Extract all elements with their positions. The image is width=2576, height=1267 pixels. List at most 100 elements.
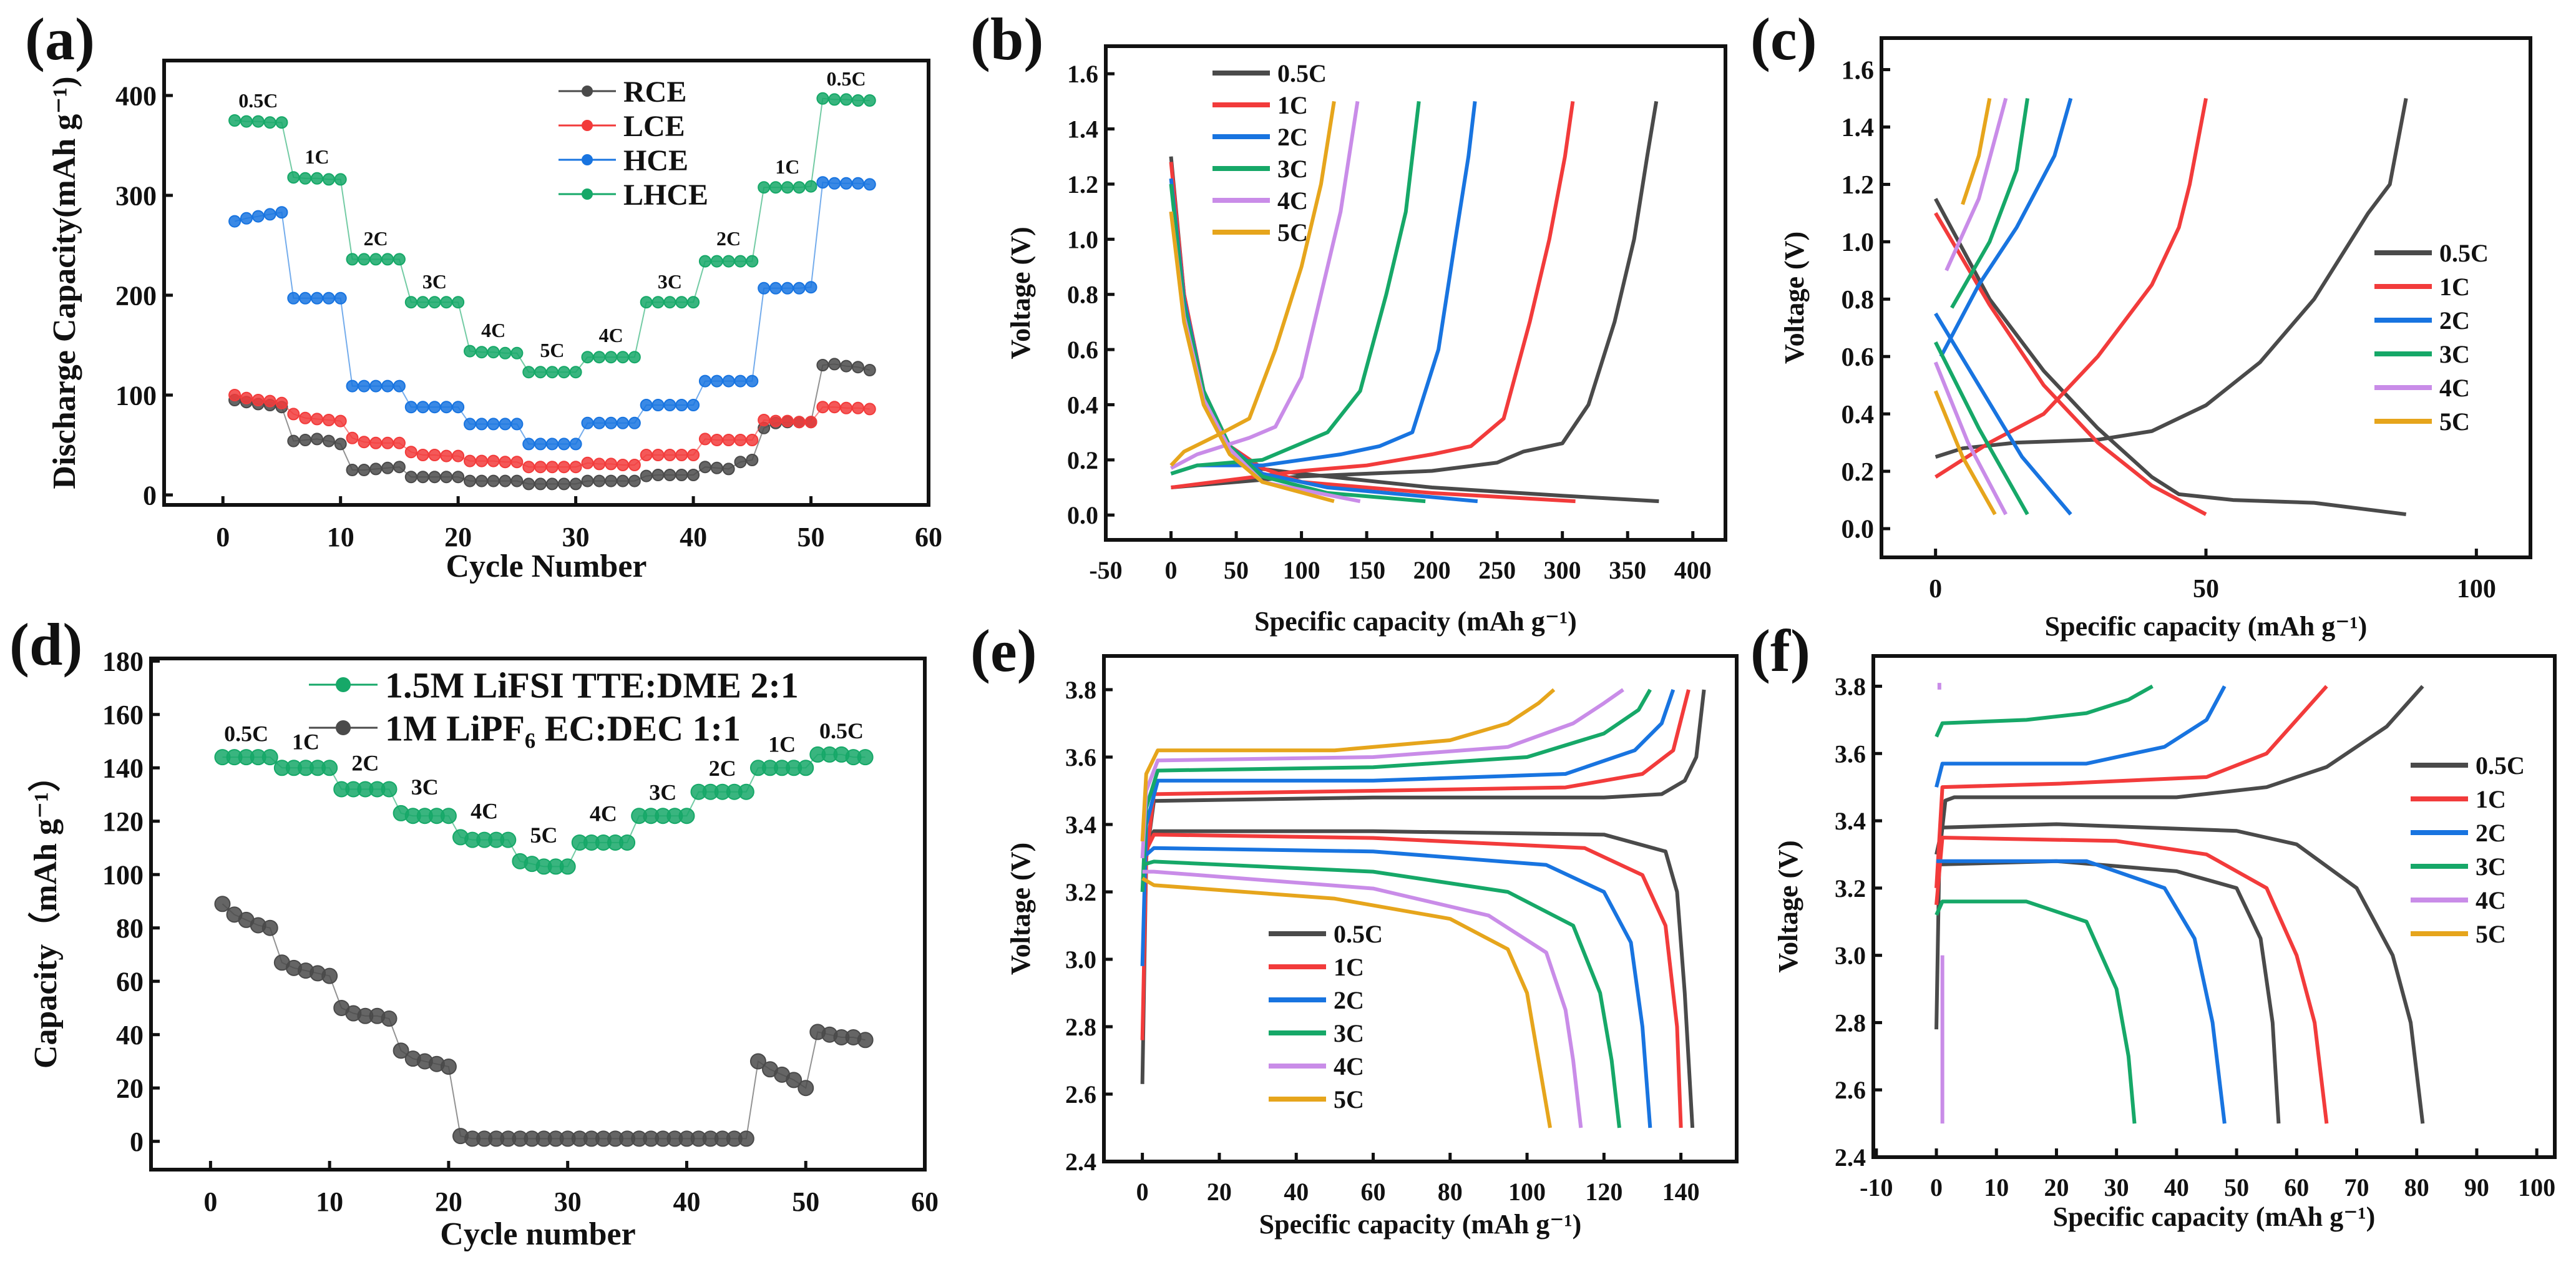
- panel-a: (a) 0 10 20 30 40 50 60 0 100 200 300 400 Cycle Numbe…: [25, 6, 942, 584]
- data-point: [605, 351, 618, 364]
- data-point: [769, 281, 782, 295]
- rate-annotation: 0.5C: [819, 718, 864, 743]
- legend: 0.5C 1C 2C 3C 4C 5C: [1269, 920, 1383, 1113]
- y-tick-label: 0.0: [1842, 516, 1875, 544]
- rate-annotation: 3C: [411, 775, 439, 800]
- series-line: [234, 394, 870, 468]
- series-1.5M-LiFSI-TTE-DME-2-1: [214, 746, 874, 875]
- curve: [1141, 876, 1552, 1128]
- y-tick-label: 80: [116, 913, 144, 944]
- data-point: [534, 477, 547, 491]
- data-point: [240, 391, 253, 404]
- data-point: [475, 474, 488, 487]
- legend: 1.5M LiFSI TTE:DME 2:11M LiPF₆ EC:DEC 1:…: [309, 665, 799, 748]
- plot-frame: [149, 657, 927, 1172]
- series-4C: [1933, 97, 2008, 516]
- series-3C: [1934, 684, 2154, 1124]
- y-tick-label: 60: [116, 967, 144, 997]
- rate-annotation: 3C: [658, 270, 682, 293]
- legend-label: 5C: [1334, 1085, 1364, 1113]
- y-tick-label: 3.2: [1835, 874, 1866, 903]
- x-tick-label: 50: [2224, 1173, 2249, 1201]
- data-point: [452, 296, 465, 309]
- curve: [1169, 156, 1659, 504]
- data-point: [851, 177, 864, 190]
- data-point: [605, 474, 618, 487]
- data-point: [851, 361, 864, 374]
- data-point: [428, 449, 441, 461]
- panel-label: (c): [1750, 6, 1817, 72]
- rate-annotation: 2C: [351, 751, 379, 776]
- curve: [1140, 833, 1683, 1128]
- panel-label: (e): [970, 617, 1037, 684]
- data-point: [593, 457, 606, 471]
- y-axis-label: Voltage (V): [1779, 232, 1810, 364]
- series-0.5C: [1934, 685, 2425, 1124]
- legend-label: 0.5C: [1334, 920, 1383, 948]
- data-point: [369, 253, 383, 266]
- data-point: [793, 281, 806, 295]
- y-tick-label: 0.2: [1067, 446, 1098, 474]
- data-point: [746, 434, 759, 446]
- panel-b: (b) -50 0 50 100 150 200 250 300 350 400 0.0 0.2 0.4 0…: [970, 6, 1727, 637]
- data-point: [863, 364, 876, 376]
- x-tick-label: 100: [1283, 556, 1320, 584]
- data-point: [738, 1130, 754, 1147]
- y-tick-label: 180: [102, 647, 144, 677]
- x-tick-label: 60: [2284, 1173, 2309, 1201]
- data-point: [452, 449, 465, 462]
- x-tick-label: 350: [1609, 556, 1646, 584]
- curve: [1934, 822, 2425, 1124]
- data-point: [214, 896, 231, 912]
- rate-annotation: 2C: [716, 227, 741, 250]
- data-point: [698, 374, 711, 388]
- data-point: [651, 296, 665, 309]
- data-point: [804, 281, 817, 294]
- rate-annotation: 3C: [649, 780, 676, 805]
- curve: [1141, 846, 1652, 1128]
- series-0.5C: [1934, 97, 2408, 517]
- data-point: [675, 399, 688, 411]
- x-tick-label: 40: [680, 522, 707, 552]
- legend-label: LCE: [623, 110, 685, 143]
- y-tick-label: 20: [116, 1074, 144, 1104]
- x-axis-label: Specific capacity (mAh g⁻¹): [1259, 1209, 1582, 1240]
- curve: [1170, 100, 1360, 470]
- legend-marker: [582, 188, 593, 200]
- legend-label: 4C: [1334, 1052, 1364, 1080]
- y-tick-label: 3.4: [1835, 807, 1866, 835]
- data-point: [687, 296, 700, 309]
- x-tick-label: 0: [216, 522, 230, 552]
- data-point: [816, 176, 829, 189]
- data-point: [393, 379, 406, 393]
- series-1M-LiPF-EC-DEC-1-1: [214, 896, 874, 1147]
- y-tick-label: 1.4: [1067, 115, 1098, 144]
- data-point: [545, 477, 559, 491]
- x-axis-label: Specific capacity (mAh g⁻¹): [1254, 606, 1577, 637]
- data-point: [593, 416, 606, 429]
- legend-label: 1C: [2439, 273, 2470, 301]
- data-point: [781, 181, 794, 194]
- legend-label: HCE: [623, 144, 688, 177]
- legend-label: LHCE: [623, 179, 708, 212]
- data-point: [581, 474, 594, 487]
- y-tick-label: 3.0: [1065, 946, 1096, 974]
- data-point: [311, 291, 323, 305]
- panel-d: (d) 0 10 20 30 40 50 60 0 20 40 60 80 100 120 140 160 180…: [9, 611, 939, 1252]
- x-tick-label: -50: [1089, 556, 1122, 584]
- data-point: [499, 418, 512, 431]
- curve: [1961, 97, 1992, 205]
- x-tick-label: 100: [1508, 1178, 1546, 1206]
- data-point: [710, 461, 723, 474]
- data-point: [734, 434, 747, 446]
- y-tick-label: 2.8: [1835, 1009, 1866, 1037]
- data-point: [475, 418, 488, 431]
- rate-annotation: 5C: [540, 339, 564, 361]
- data-point: [440, 471, 453, 484]
- x-tick-label: 100: [2518, 1173, 2555, 1201]
- curve: [1939, 97, 2073, 358]
- x-tick-label: 0: [1136, 1178, 1149, 1206]
- x-tick-label: 80: [1438, 1178, 1463, 1206]
- y-tick-label: 100: [115, 380, 157, 411]
- data-point: [416, 401, 429, 414]
